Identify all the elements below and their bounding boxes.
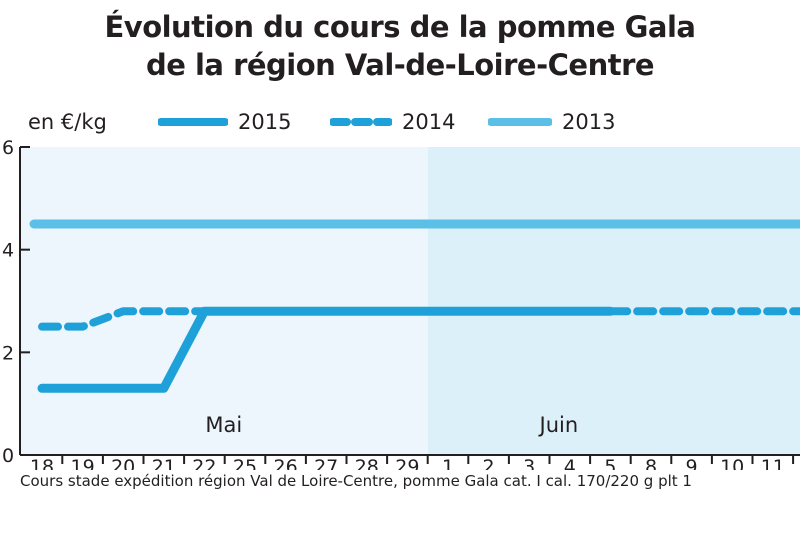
x-tick-label-18: 11	[761, 456, 785, 470]
x-tick-label-3: 21	[152, 456, 176, 470]
legend-item-2013: 2013	[488, 108, 615, 136]
x-tick-label-13: 4	[564, 456, 576, 470]
legend-label-2013: 2013	[562, 110, 616, 134]
x-tick-label-2: 20	[111, 456, 135, 470]
legend-swatch-2015	[158, 118, 228, 126]
month-panel-0	[20, 147, 428, 455]
legend-swatch-2014	[330, 118, 392, 126]
x-tick-label-12: 3	[523, 456, 535, 470]
x-tick-label-8: 28	[355, 456, 379, 470]
chart-footnote: Cours stade expédition région Val de Loi…	[20, 472, 692, 490]
y-tick-label-2: 2	[2, 342, 14, 364]
line-chart: Mai Juin 0 2 4 6 18 19 20 21 22 25 26 27 28 29 1 2 3 4 5 8 9 10…	[2, 137, 800, 470]
legend-item-2014: 2014	[330, 108, 455, 136]
x-tick-label-9: 29	[395, 456, 419, 470]
legend-label-2015: 2015	[238, 110, 292, 134]
x-tick-label-11: 2	[483, 456, 495, 470]
chart-title-line-1: Évolution du cours de la pomme Gala	[104, 10, 696, 44]
x-tick-label-5: 25	[233, 456, 257, 470]
legend-swatch-2013	[488, 118, 552, 126]
month-label-1: Juin	[538, 413, 579, 437]
x-tick-label-1: 19	[71, 456, 95, 470]
x-tick-label-17: 10	[720, 456, 744, 470]
x-tick-label-14: 5	[604, 456, 616, 470]
x-tick-label-10: 1	[442, 456, 454, 470]
x-tick-label-16: 9	[686, 456, 698, 470]
chart-title-line-2: de la région Val-de-Loire-Centre	[145, 48, 655, 82]
x-tick-label-15: 8	[645, 456, 657, 470]
month-panel-1	[427, 147, 800, 455]
series-line-2015	[37, 306, 615, 393]
y-axis-unit-label: en €/kg	[28, 110, 107, 134]
y-tick-label-4: 4	[2, 240, 14, 262]
y-tick-label-0: 0	[2, 445, 14, 467]
x-tick-label-6: 26	[274, 456, 298, 470]
month-label-0: Mai	[205, 413, 242, 437]
x-tick-label-0: 18	[30, 456, 54, 470]
x-tick-label-7: 27	[314, 456, 338, 470]
legend-label-2014: 2014	[402, 110, 456, 134]
chart-title: Évolution du cours de la pomme Gala de l…	[0, 8, 800, 84]
x-tick-label-4: 22	[192, 456, 216, 470]
y-tick-label-6: 6	[2, 137, 14, 159]
legend-item-2015: 2015	[158, 108, 291, 136]
